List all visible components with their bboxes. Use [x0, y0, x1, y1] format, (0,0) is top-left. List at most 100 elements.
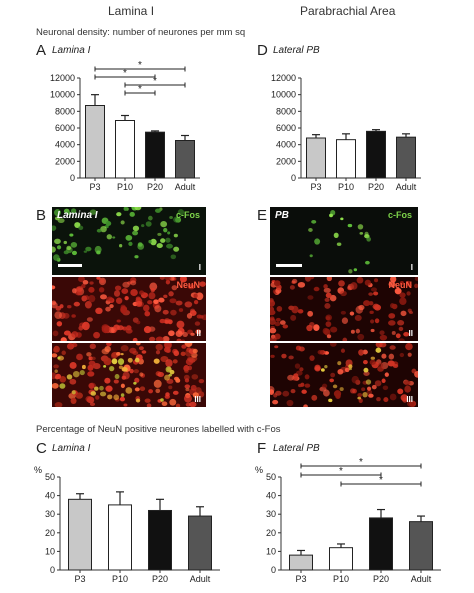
cell-blob — [329, 213, 333, 218]
cell-blob — [164, 319, 169, 324]
cell-blob — [369, 359, 376, 365]
cell-blob — [161, 401, 168, 407]
cell-blob — [387, 360, 395, 367]
cell-blob — [153, 379, 162, 388]
cell-blob — [127, 357, 133, 363]
cell-blob — [199, 281, 206, 287]
y-tick-label: 12000 — [50, 73, 75, 83]
cell-blob — [399, 292, 406, 298]
panel-e-cfos-label: c-Fos — [387, 210, 412, 220]
cell-blob — [99, 391, 107, 397]
cell-blob — [55, 373, 62, 380]
cell-blob — [325, 314, 332, 321]
cell-blob — [350, 282, 358, 290]
cell-blob — [317, 349, 324, 355]
y-tick-label: 20 — [266, 528, 276, 538]
cell-blob — [120, 383, 125, 389]
cell-blob — [52, 285, 56, 290]
cell-blob — [388, 281, 396, 288]
cell-blob — [86, 317, 93, 322]
cell-blob — [167, 319, 173, 325]
bar-p10 — [329, 547, 353, 571]
cell-blob — [322, 327, 329, 335]
cell-blob — [70, 241, 78, 248]
cell-blob — [99, 385, 104, 391]
cell-blob — [389, 345, 396, 350]
cell-blob — [122, 371, 130, 380]
cell-blob — [404, 385, 411, 393]
cell-blob — [340, 310, 347, 315]
cell-blob — [339, 387, 344, 391]
x-tick-label: P3 — [89, 182, 100, 192]
cell-blob — [373, 278, 379, 283]
cell-blob — [117, 358, 125, 366]
cell-blob — [323, 287, 331, 293]
left-column-heading: Lamina I — [108, 4, 155, 18]
significance-star: * — [138, 60, 142, 71]
y-tick-label: 50 — [45, 472, 55, 482]
cell-blob — [69, 362, 77, 369]
y-tick-label: 0 — [70, 173, 75, 183]
cell-blob — [120, 393, 125, 397]
cell-blob — [275, 390, 282, 396]
cell-blob — [52, 383, 59, 389]
panel-f-letter: F — [257, 440, 267, 457]
cell-blob — [156, 243, 163, 249]
cell-blob — [196, 314, 202, 319]
cell-blob — [378, 362, 384, 368]
cell-blob — [88, 294, 96, 303]
cell-blob — [133, 381, 137, 385]
cell-blob — [414, 277, 418, 281]
bar-p20 — [148, 509, 172, 571]
cell-blob — [89, 209, 97, 215]
panel-d-name: Lateral PB — [273, 45, 320, 56]
bar-adult — [396, 136, 416, 179]
cell-blob — [366, 386, 372, 391]
cell-blob — [150, 238, 157, 246]
panel-b-tag: Lamina I — [57, 210, 98, 221]
cell-blob — [348, 269, 353, 274]
cell-blob — [54, 238, 61, 245]
cell-blob — [379, 334, 388, 341]
bar-adult — [409, 521, 433, 571]
cell-blob — [159, 318, 166, 324]
cell-blob — [155, 343, 163, 351]
cell-blob — [54, 209, 61, 217]
cell-blob — [59, 304, 64, 309]
y-tick-label: 4000 — [276, 140, 296, 150]
cell-blob — [143, 292, 149, 298]
cell-blob — [135, 300, 143, 307]
cell-blob — [116, 352, 121, 356]
cell-blob — [163, 294, 168, 299]
panel-c-letter: C — [36, 440, 47, 457]
cell-blob — [270, 336, 277, 341]
cell-blob — [168, 330, 175, 337]
x-tick-label: P20 — [147, 182, 163, 192]
cell-blob — [179, 277, 187, 283]
cell-blob — [141, 350, 147, 354]
cell-blob — [160, 398, 164, 402]
y-tick-label: 6000 — [55, 123, 75, 133]
cell-blob — [175, 403, 181, 407]
cell-blob — [400, 310, 407, 317]
panel-e-layer-3: III — [406, 395, 413, 404]
cell-blob — [383, 397, 389, 403]
x-tick-label: P10 — [338, 182, 354, 192]
cell-blob — [105, 385, 113, 392]
cell-blob — [414, 283, 418, 289]
cell-blob — [53, 254, 60, 261]
x-tick-label: Adult — [396, 182, 417, 192]
cell-blob — [282, 390, 290, 397]
cell-blob — [399, 281, 404, 286]
cell-blob — [397, 388, 404, 395]
cell-blob — [184, 369, 189, 374]
cell-blob — [165, 359, 173, 368]
cell-blob — [135, 398, 141, 403]
cell-blob — [56, 321, 63, 327]
cell-blob — [388, 320, 396, 326]
scale-bar — [58, 264, 82, 267]
cell-blob — [69, 233, 74, 237]
cell-blob — [89, 402, 96, 407]
cell-blob — [357, 396, 362, 400]
cell-blob — [143, 304, 150, 312]
